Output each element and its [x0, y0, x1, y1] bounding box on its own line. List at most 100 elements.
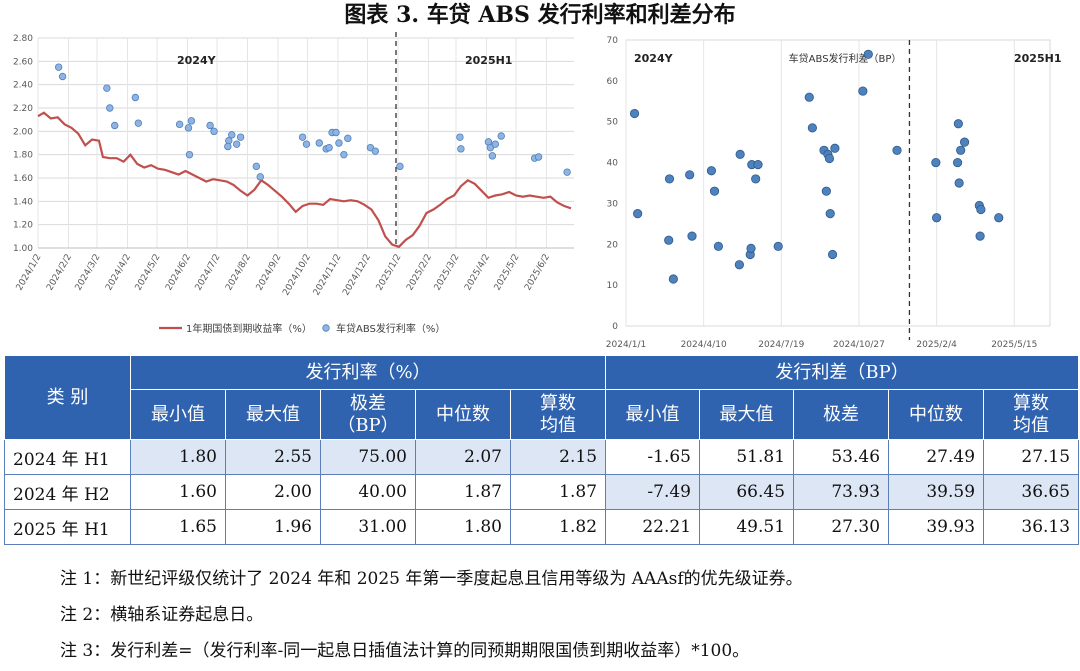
- rate-point: [187, 117, 196, 125]
- spread-point: [932, 213, 942, 223]
- spread-point: [804, 92, 814, 102]
- rate-cell: 1.65: [130, 509, 226, 545]
- rate-point: [54, 63, 63, 71]
- rate-point: [486, 143, 495, 152]
- rate-point: [184, 124, 193, 132]
- rate-point: [175, 120, 184, 129]
- spread-cell: 51.81: [699, 439, 795, 475]
- rate-point: [563, 168, 571, 176]
- spread-point: [633, 209, 643, 219]
- spread-point: [954, 178, 964, 188]
- y-tick-label: 10: [607, 281, 619, 291]
- spread-point: [664, 235, 674, 245]
- x-tick-label: 2024/4/10: [681, 340, 727, 350]
- rate-point: [371, 147, 380, 155]
- row-label: 2025 年 H1: [4, 509, 131, 545]
- notes: 注 1：新世纪评级仅统计了 2024 年和 2025 年第一季度起息且信用等级为…: [60, 561, 803, 669]
- issuance-spread-chart-svg: 0 10 20 30 40 50 60 70 2024/1/1 2024/4/10 2024/7/1…: [606, 36, 1062, 350]
- spread-point: [830, 143, 840, 153]
- spread-point: [751, 174, 761, 184]
- rate-point: [396, 162, 404, 171]
- figure-title: 图表 3. 车贷 ABS 发行利率和利差分布: [344, 2, 736, 28]
- rate-cell: 2.15: [509, 439, 607, 475]
- spread-point: [706, 166, 717, 176]
- rate-point: [210, 127, 218, 136]
- y-tick-label: 40: [607, 159, 619, 169]
- header-rate-col-4: 算数 均值: [509, 389, 607, 440]
- period-label-2024: 2024Y: [634, 52, 674, 65]
- y-tick-label: 2.40: [13, 81, 33, 91]
- spread-cell: 49.51: [699, 509, 795, 545]
- y-tick-label: 1.80: [13, 151, 33, 161]
- rate-point: [252, 162, 261, 171]
- spread-cell: 27.15: [983, 439, 1080, 475]
- y-tick-label: 2.20: [13, 104, 33, 114]
- spread-point: [773, 241, 783, 251]
- spread-cell: 27.30: [793, 509, 890, 545]
- header-rate-col-1: 最大值: [225, 389, 321, 440]
- x-tick-label: 2024/3/2: [74, 253, 103, 293]
- rate-point: [332, 128, 340, 137]
- rate-point: [232, 140, 241, 148]
- y-tick-label: 2.60: [13, 57, 33, 67]
- rate-point: [103, 84, 111, 92]
- spread-point: [953, 119, 963, 129]
- legend-rate-label: 车贷ABS发行利率（%）: [336, 322, 445, 335]
- spread-point: [629, 108, 640, 119]
- rate-point: [298, 133, 307, 141]
- rate-cell: 1.96: [225, 509, 321, 545]
- rate-cell: 1.60: [130, 474, 226, 510]
- y-tick-label: 1.40: [13, 197, 33, 207]
- spread-point: [956, 145, 966, 155]
- spread-cell: -1.65: [605, 439, 701, 475]
- rate-point: [206, 121, 214, 130]
- rate-point: [315, 139, 323, 147]
- x-tick-label: 2024/8/2: [224, 253, 253, 293]
- rate-point: [497, 132, 505, 140]
- rate-point: [228, 131, 236, 139]
- legend-treasury-label: 1年期国债到期收益率（%）: [186, 322, 312, 335]
- rate-cell: 1.87: [509, 474, 607, 510]
- rate-cell: 2.07: [415, 439, 511, 475]
- spread-point: [858, 86, 868, 96]
- spread-cell: 36.13: [983, 509, 1080, 545]
- note-1: 注 1：新世纪评级仅统计了 2024 年和 2025 年第一季度起息且信用等级为…: [60, 569, 803, 589]
- rate-point: [58, 72, 67, 81]
- x-tick-label: 2024/5/2: [134, 253, 163, 293]
- rate-cell: 1.80: [415, 509, 511, 545]
- spread-cell: 22.21: [605, 509, 701, 545]
- x-tick-label: 2024/1/2: [15, 253, 44, 293]
- rate-point: [256, 173, 264, 181]
- spread-point: [687, 231, 697, 241]
- x-tick-label: 2024/12/2: [341, 253, 373, 298]
- rate-cell: 40.00: [320, 474, 416, 510]
- x-tick-label: 2024/7/19: [758, 340, 804, 350]
- rate-cell: 2.00: [225, 474, 321, 510]
- spread-point: [827, 249, 838, 260]
- spread-cell: 39.93: [888, 509, 985, 545]
- rate-point: [491, 140, 500, 148]
- y-tick-label: 60: [607, 77, 619, 87]
- subheader-row: 最小值 最大值 极差 （BP） 中位数 算数 均值 最小值 最大值 极差 中位数 算数 均值: [5, 389, 1080, 440]
- spread-point: [753, 160, 763, 170]
- rate-point: [224, 142, 232, 151]
- header-rate-group: 发行利率（%）: [129, 355, 607, 390]
- rate-cell: 75.00: [320, 439, 416, 475]
- issuance-rate-chart: 1.00 1.20 1.40 1.60 1.80 2.00 2.20 2.40 2.60 2.80…: [4, 30, 596, 352]
- spread-cell: 73.93: [793, 474, 890, 510]
- rate-cell: 1.87: [415, 474, 511, 510]
- rate-point: [236, 133, 245, 141]
- rate-cell: 2.55: [225, 439, 321, 475]
- legend-dot-marker: [322, 324, 330, 332]
- treasury-yield-line: [37, 111, 572, 249]
- header-rate-col-3: 中位数: [415, 389, 511, 440]
- header-spread-col-2: 极差: [793, 389, 890, 440]
- spread-point: [892, 145, 902, 155]
- spread-point: [664, 174, 675, 184]
- header-spread-group: 发行利差（BP）: [605, 355, 1080, 390]
- spread-point: [824, 153, 835, 164]
- header-rate-col-0: 最小值: [130, 389, 226, 440]
- spread-point: [685, 170, 695, 180]
- period-label-2025: 2025H1: [1014, 52, 1061, 65]
- rate-point: [488, 152, 497, 160]
